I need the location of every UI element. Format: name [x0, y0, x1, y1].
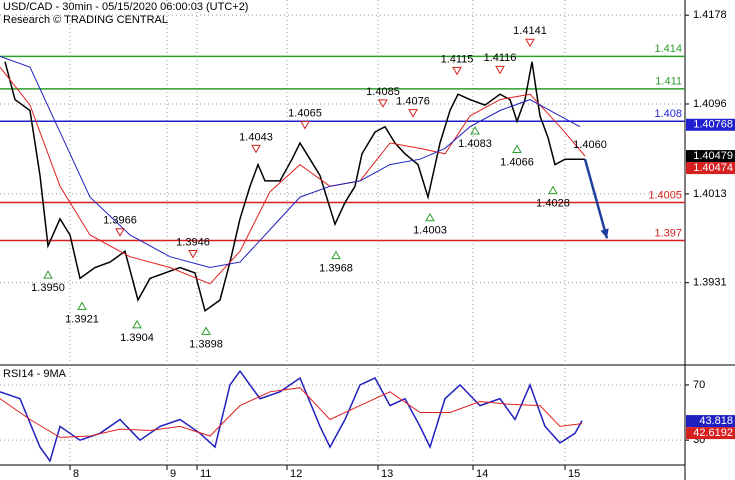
series-line	[4, 61, 585, 313]
y-tick-label: 1.4013	[693, 188, 727, 200]
peak-marker	[188, 249, 198, 259]
trough-label: 1.3968	[319, 263, 353, 275]
peak-label: 1.3946	[176, 236, 210, 248]
trough-label: 1.3921	[65, 313, 99, 325]
series-line	[0, 387, 583, 438]
trough-marker	[331, 250, 341, 260]
x-tick-label: 11	[200, 468, 211, 480]
trough-marker	[470, 126, 480, 135]
x-tick-label: 14	[476, 468, 488, 480]
value-tag	[686, 150, 735, 163]
peak-label: 1.4076	[396, 96, 430, 108]
x-tick-label: 9	[170, 468, 176, 480]
y-tick-label: 1.4096	[693, 98, 727, 110]
trough-marker	[132, 319, 142, 329]
value-tag-label: 1.40768	[693, 119, 733, 131]
trough-marker	[201, 326, 211, 335]
price-label: 1.4060	[573, 139, 607, 151]
trough-label: 1.3950	[31, 282, 65, 294]
peak-label: 1.4141	[513, 25, 547, 37]
trough-marker	[512, 144, 522, 153]
y-tick-label: 1.4178	[693, 9, 727, 21]
trough-label: 1.4066	[500, 156, 534, 168]
y-tick-label: 1.3931	[693, 277, 727, 289]
forecast-arrow	[583, 158, 609, 239]
value-tag	[686, 162, 735, 175]
value-tag	[686, 415, 735, 428]
level-label: 1.414	[654, 43, 682, 55]
level-label: 1.4005	[648, 189, 682, 201]
rsi-title: RSI14 - 9MA	[3, 368, 67, 380]
level-label: 1.411	[655, 76, 682, 88]
chart-title: USD/CAD - 30min - 05/15/2020 06:00:03 (U…	[3, 1, 248, 13]
trough-marker	[548, 185, 558, 195]
peak-marker	[452, 66, 462, 76]
peak-marker	[495, 65, 505, 75]
x-tick-label: 13	[381, 468, 393, 480]
peak-marker	[300, 121, 310, 130]
trough-marker	[425, 212, 435, 222]
value-tag	[686, 427, 735, 440]
peak-marker	[408, 109, 418, 118]
trough-label: 1.4003	[413, 225, 447, 237]
trough-marker	[43, 270, 53, 279]
x-tick-label: 8	[73, 468, 79, 480]
trough-label: 1.4028	[536, 198, 570, 210]
peak-label: 1.3966	[103, 215, 137, 227]
level-label: 1.408	[654, 108, 682, 120]
trough-marker	[77, 301, 87, 311]
level-label: 1.397	[654, 227, 682, 239]
value-tag-label: 1.40479	[693, 150, 733, 162]
peak-label: 1.4116	[484, 52, 517, 64]
value-tag	[686, 118, 735, 131]
value-tag-label: 42.6192	[693, 427, 733, 439]
y-tick-label: 70	[693, 379, 705, 391]
x-tick-label: 12	[290, 468, 302, 480]
value-tag-label: 43.818	[699, 415, 733, 427]
peak-marker	[525, 38, 535, 48]
peak-label: 1.4115	[441, 53, 474, 65]
peak-label: 1.4085	[366, 86, 400, 98]
series-line	[0, 66, 586, 285]
peak-marker	[378, 99, 388, 108]
peak-label: 1.4065	[288, 107, 322, 119]
peak-marker	[115, 228, 125, 237]
trough-label: 1.3904	[120, 332, 154, 344]
trough-label: 1.3898	[189, 338, 223, 350]
x-tick-label: 15	[568, 468, 580, 480]
value-tag-label: 1.40474	[693, 162, 733, 174]
peak-marker	[251, 144, 261, 154]
chart-subtitle: Research © TRADING CENTRAL	[3, 14, 168, 26]
peak-label: 1.4043	[239, 131, 273, 143]
series-line	[0, 55, 581, 269]
trough-label: 1.4083	[458, 138, 492, 150]
forecast-arrow-head	[600, 228, 609, 239]
